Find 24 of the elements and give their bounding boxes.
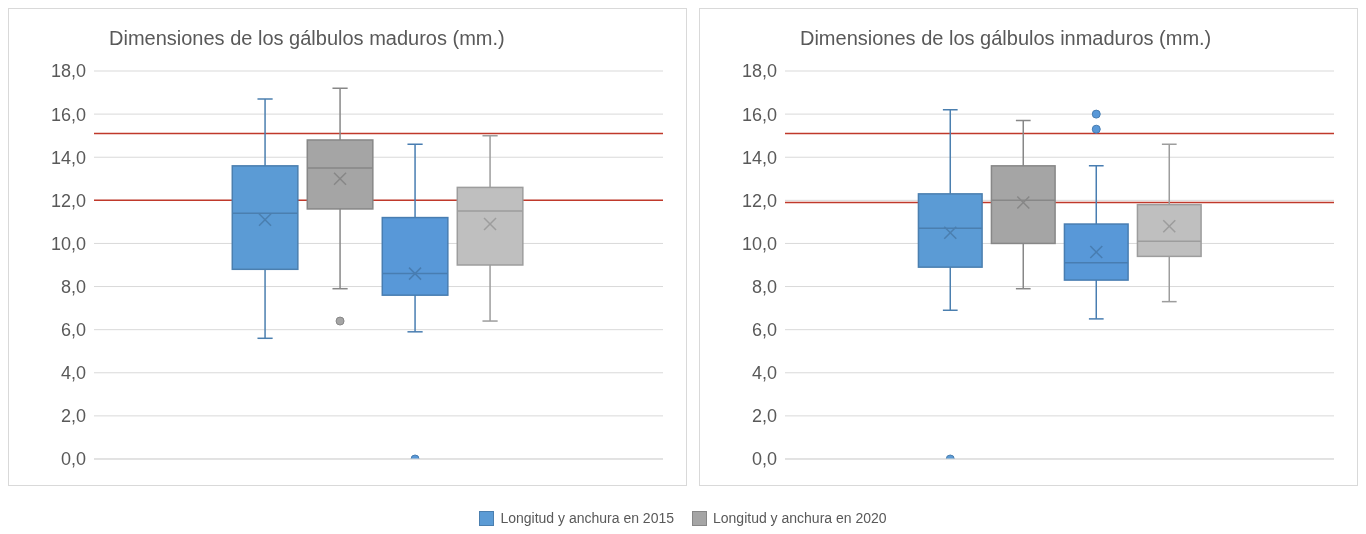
y-tick-label: 2,0 [60, 406, 86, 427]
y-tick-label: 8,0 [751, 276, 777, 297]
y-tick-label: 0,0 [60, 449, 86, 470]
y-tick-label: 12,0 [741, 190, 777, 211]
y-tick-label: 10,0 [741, 233, 777, 254]
y-tick-label: 10,0 [50, 233, 86, 254]
y-tick-label: 16,0 [50, 104, 86, 125]
y-tick-label: 14,0 [741, 147, 777, 168]
chart-title: Dimensiones de los gálbulos maduros (mm.) [109, 27, 505, 50]
y-tick-label: 12,0 [50, 190, 86, 211]
y-tick-label: 2,0 [751, 406, 777, 427]
y-tick-label: 6,0 [60, 320, 86, 341]
legend-label: Longitud y anchura en 2020 [712, 510, 887, 526]
y-tick-label: 16,0 [741, 104, 777, 125]
y-tick-label: 18,0 [50, 61, 86, 82]
y-tick-label: 8,0 [60, 276, 86, 297]
y-tick-label: 14,0 [50, 147, 86, 168]
y-tick-label: 6,0 [751, 320, 777, 341]
legend-label: Longitud y anchura en 2015 [499, 510, 674, 526]
y-tick-label: 4,0 [751, 363, 777, 384]
y-tick-label: 18,0 [741, 61, 777, 82]
chart-title: Dimensiones de los gálbulos inmaduros (mm.) [799, 27, 1212, 50]
y-tick-label: 4,0 [60, 363, 86, 384]
y-tick-label: 0,0 [751, 449, 777, 470]
